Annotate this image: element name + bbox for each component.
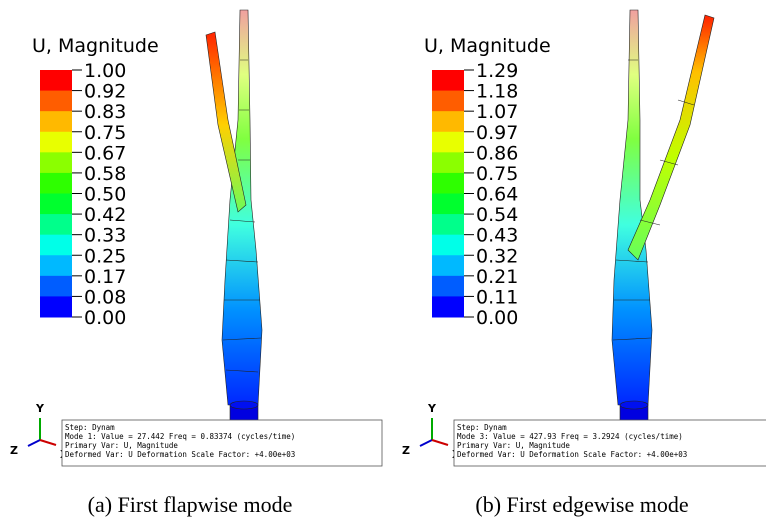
blade-model [206, 10, 262, 453]
color-band [432, 70, 464, 91]
panel: U, Magnitude 1.000.920.830.750.670.580.50… [10, 35, 382, 517]
legend-label: 0.75 [84, 122, 126, 144]
info-line: Deformed Var: U Deformation Scale Factor… [65, 450, 295, 459]
color-band [40, 173, 72, 194]
legend-label: 0.58 [84, 163, 126, 185]
color-band [40, 276, 72, 297]
info-line: Mode 1: Value = 27.442 Freq = 0.83374 (c… [65, 432, 295, 441]
info-line: Mode 3: Value = 427.93 Freq = 3.2924 (cy… [457, 432, 683, 441]
color-band [40, 194, 72, 215]
color-band [432, 255, 464, 276]
color-band [432, 235, 464, 256]
caption: (a) First flapwise mode [88, 492, 293, 517]
legend-title: U, Magnitude [32, 35, 159, 57]
color-band [432, 276, 464, 297]
color-band [432, 91, 464, 112]
color-band [432, 152, 464, 173]
legend-label: 0.00 [476, 307, 518, 329]
color-band [40, 235, 72, 256]
axis-x [40, 440, 56, 445]
color-band [40, 91, 72, 112]
axis-x [432, 440, 448, 445]
legend-label: 0.75 [476, 163, 518, 185]
color-band [40, 152, 72, 173]
legend-label: 0.11 [476, 286, 518, 308]
legend-label: 0.64 [476, 184, 518, 206]
color-band [40, 296, 72, 317]
blade-model [612, 10, 714, 453]
info-line: Primary Var: U, Magnitude [65, 441, 178, 450]
legend-label: 0.25 [84, 245, 126, 267]
info-line: Step: Dynam [457, 423, 507, 432]
color-band [40, 111, 72, 132]
legend-label: 1.07 [476, 101, 518, 123]
legend-label: 0.86 [476, 142, 518, 164]
figure: U, Magnitude1.000.920.830.750.670.580.50… [0, 0, 766, 530]
legend-label: 0.33 [84, 225, 126, 247]
axis-z [28, 440, 40, 446]
axis-z [420, 440, 432, 446]
axis-label: Y [35, 402, 45, 415]
legend-label: 0.50 [84, 184, 126, 206]
legend-label: 0.67 [84, 142, 126, 164]
legend-label: 0.83 [84, 101, 126, 123]
color-band [432, 173, 464, 194]
color-band [432, 132, 464, 153]
legend-label: 0.92 [84, 81, 126, 103]
legend-label: 0.17 [84, 266, 126, 288]
legend-label: 0.43 [476, 225, 518, 247]
color-band [432, 214, 464, 235]
legend-label: 1.29 [476, 60, 518, 82]
color-band [432, 296, 464, 317]
legend-label: 1.18 [476, 81, 518, 103]
info-line: Primary Var: U, Magnitude [457, 441, 570, 450]
color-band [40, 255, 72, 276]
color-band [40, 70, 72, 91]
color-band [432, 111, 464, 132]
legend-label: 1.00 [84, 60, 126, 82]
caption: (b) First edgewise mode [475, 492, 688, 517]
axis-label: Y [427, 402, 437, 415]
color-band [40, 214, 72, 235]
legend-label: 0.97 [476, 122, 518, 144]
legend-label: 0.08 [84, 286, 126, 308]
color-band [40, 132, 72, 153]
color-band [432, 194, 464, 215]
axis-label: Z [402, 444, 410, 457]
legend-label: 0.32 [476, 245, 518, 267]
info-line: Deformed Var: U Deformation Scale Factor… [457, 450, 687, 459]
legend-label: 0.54 [476, 204, 518, 226]
info-line: Step: Dynam [65, 423, 115, 432]
legend-title: U, Magnitude [424, 35, 551, 57]
legend-label: 0.21 [476, 266, 518, 288]
legend-label: 0.42 [84, 204, 126, 226]
legend-label: 0.00 [84, 307, 126, 329]
panel: U, Magnitude 1.291.181.070.970.860.750.64… [402, 35, 766, 517]
axis-label: Z [10, 444, 18, 457]
